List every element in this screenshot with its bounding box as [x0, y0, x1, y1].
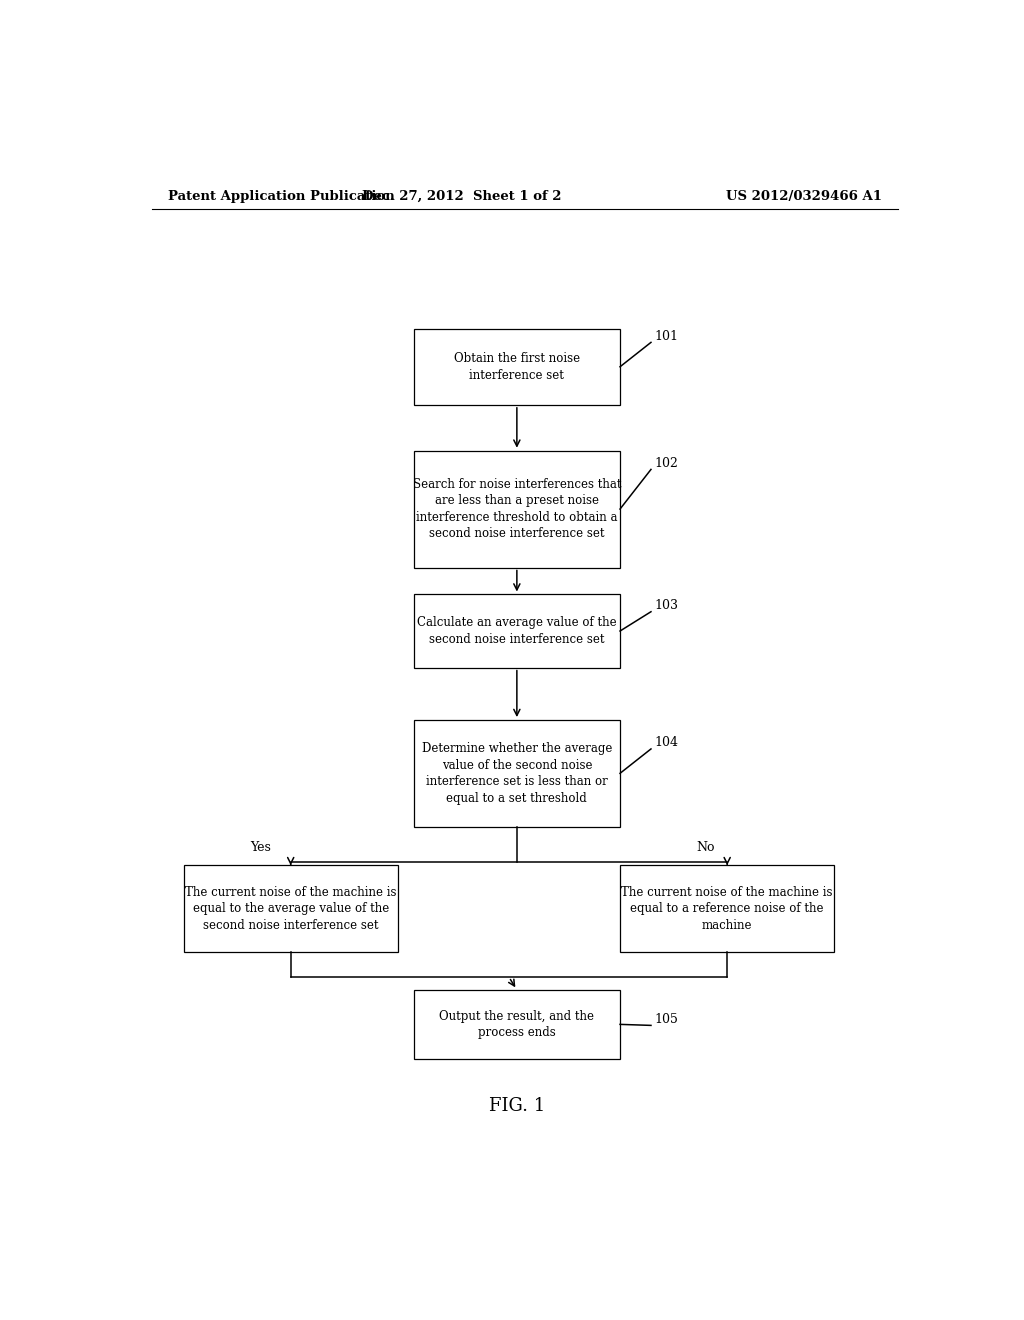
- Text: FIG. 1: FIG. 1: [488, 1097, 545, 1114]
- Text: Patent Application Publication: Patent Application Publication: [168, 190, 394, 202]
- FancyBboxPatch shape: [414, 450, 620, 568]
- FancyBboxPatch shape: [414, 329, 620, 405]
- Text: US 2012/0329466 A1: US 2012/0329466 A1: [726, 190, 882, 202]
- Text: 102: 102: [654, 457, 678, 470]
- Text: Determine whether the average
value of the second noise
interference set is less: Determine whether the average value of t…: [422, 742, 612, 805]
- FancyBboxPatch shape: [183, 866, 397, 952]
- FancyBboxPatch shape: [414, 990, 620, 1059]
- FancyBboxPatch shape: [414, 719, 620, 826]
- Text: 101: 101: [654, 330, 678, 343]
- Text: The current noise of the machine is
equal to the average value of the
second noi: The current noise of the machine is equa…: [185, 886, 396, 932]
- Text: 103: 103: [654, 599, 678, 612]
- Text: Yes: Yes: [250, 841, 270, 854]
- Text: Calculate an average value of the
second noise interference set: Calculate an average value of the second…: [417, 616, 616, 645]
- Text: The current noise of the machine is
equal to a reference noise of the
machine: The current noise of the machine is equa…: [622, 886, 833, 932]
- Text: 105: 105: [654, 1012, 678, 1026]
- Text: Dec. 27, 2012  Sheet 1 of 2: Dec. 27, 2012 Sheet 1 of 2: [361, 190, 561, 202]
- Text: Output the result, and the
process ends: Output the result, and the process ends: [439, 1010, 594, 1039]
- FancyBboxPatch shape: [414, 594, 620, 668]
- Text: 104: 104: [654, 737, 678, 750]
- FancyBboxPatch shape: [620, 866, 835, 952]
- Text: No: No: [696, 841, 715, 854]
- Text: Obtain the first noise
interference set: Obtain the first noise interference set: [454, 352, 580, 381]
- Text: Search for noise interferences that
are less than a preset noise
interference th: Search for noise interferences that are …: [413, 478, 622, 540]
